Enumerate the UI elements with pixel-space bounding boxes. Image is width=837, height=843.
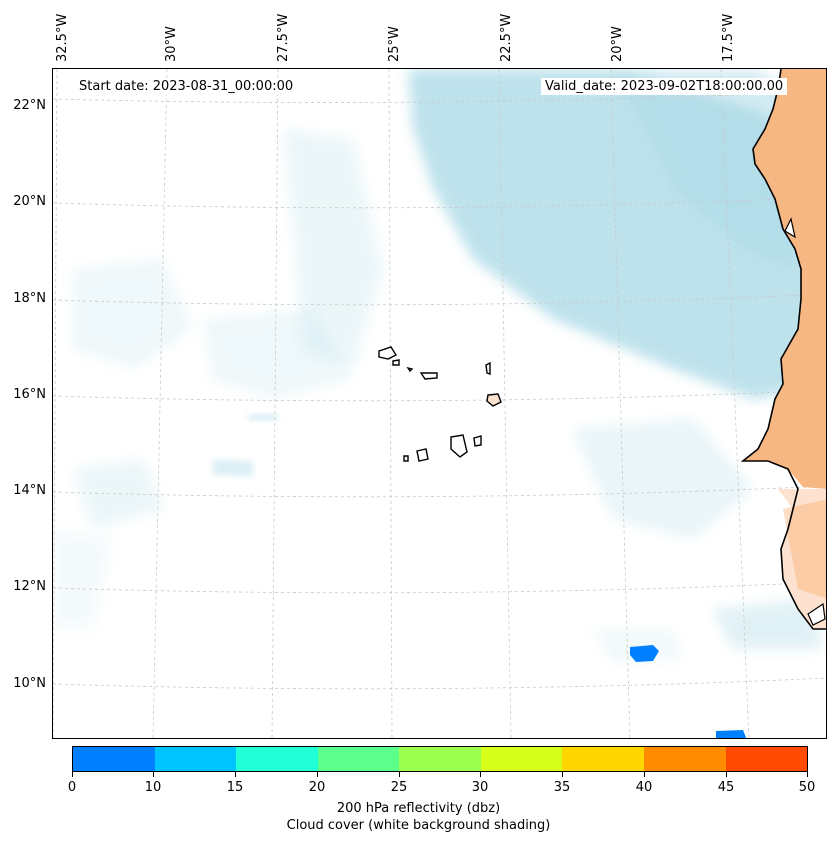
- colorbar-tick: [562, 772, 563, 777]
- start-date-label: Start date: 2023-08-31_00:00:00: [75, 78, 298, 95]
- cape-verde-islands: [378, 346, 502, 462]
- colorbar-segment-40-45: [643, 747, 726, 771]
- cloud-cover-shading: [53, 69, 823, 664]
- africa-coast: [740, 69, 826, 630]
- colorbar-segment-0-10: [73, 747, 155, 771]
- colorbar-tick: [235, 772, 236, 777]
- map-canvas: [53, 69, 826, 738]
- lon-label-17-5w: 17.5°W: [721, 13, 736, 62]
- lon-label-30w: 30°W: [164, 26, 179, 62]
- colorbar-tick: [726, 772, 727, 777]
- graticule: [53, 69, 826, 738]
- colorbar-segment-30-35: [480, 747, 563, 771]
- lon-label-32-5w: 32.5°W: [55, 13, 70, 62]
- colorbar-tick-label: 10: [144, 780, 162, 795]
- colorbar-segment-10-15: [154, 747, 237, 771]
- colorbar-tick-label: 35: [553, 780, 571, 795]
- lon-label-25w: 25°W: [387, 26, 402, 62]
- colorbar-tick: [480, 772, 481, 777]
- colorbar-subtitle: Cloud cover (white background shading): [286, 818, 551, 833]
- lon-label-20w: 20°W: [610, 26, 625, 62]
- colorbar-tick-label: 15: [226, 780, 244, 795]
- colorbar-tick-label: 25: [390, 780, 408, 795]
- lat-label-18n: 18°N: [13, 291, 46, 306]
- colorbar-tick: [399, 772, 400, 777]
- lat-label-16n: 16°N: [13, 387, 46, 402]
- lat-label-12n: 12°N: [13, 579, 46, 594]
- lon-label-22-5w: 22.5°W: [499, 13, 514, 62]
- colorbar-segment-25-30: [399, 747, 481, 771]
- colorbar-title: 200 hPa reflectivity (dbz): [336, 801, 501, 816]
- colorbar-tick-label: 50: [798, 780, 816, 795]
- colorbar-segment-45-50: [725, 747, 808, 771]
- lon-label-27-5w: 27.5°W: [276, 13, 291, 62]
- colorbar-tick: [317, 772, 318, 777]
- colorbar-tick-label: 45: [717, 780, 735, 795]
- colorbar-tick-label: 0: [67, 780, 77, 795]
- valid-date-label: Valid_date: 2023-09-02T18:00:00.00: [541, 78, 788, 95]
- lat-label-14n: 14°N: [13, 483, 46, 498]
- lat-label-22n: 22°N: [13, 98, 46, 113]
- map-panel[interactable]: Start date: 2023-08-31_00:00:00 Valid_da…: [52, 68, 827, 739]
- lat-label-10n: 10°N: [13, 676, 46, 691]
- colorbar-segment-20-25: [317, 747, 400, 771]
- colorbar-segment-15-20: [236, 747, 318, 771]
- colorbar-tick-label: 20: [308, 780, 326, 795]
- colorbar: [72, 746, 808, 772]
- colorbar-tick-label: 40: [635, 780, 653, 795]
- colorbar-segment-35-40: [562, 747, 644, 771]
- reflectivity-patches: [630, 645, 747, 738]
- colorbar-tick-label: 30: [471, 780, 489, 795]
- colorbar-tick: [644, 772, 645, 777]
- colorbar-tick: [72, 772, 73, 777]
- colorbar-tick: [153, 772, 154, 777]
- colorbar-tick: [807, 772, 808, 777]
- lat-label-20n: 20°N: [13, 194, 46, 209]
